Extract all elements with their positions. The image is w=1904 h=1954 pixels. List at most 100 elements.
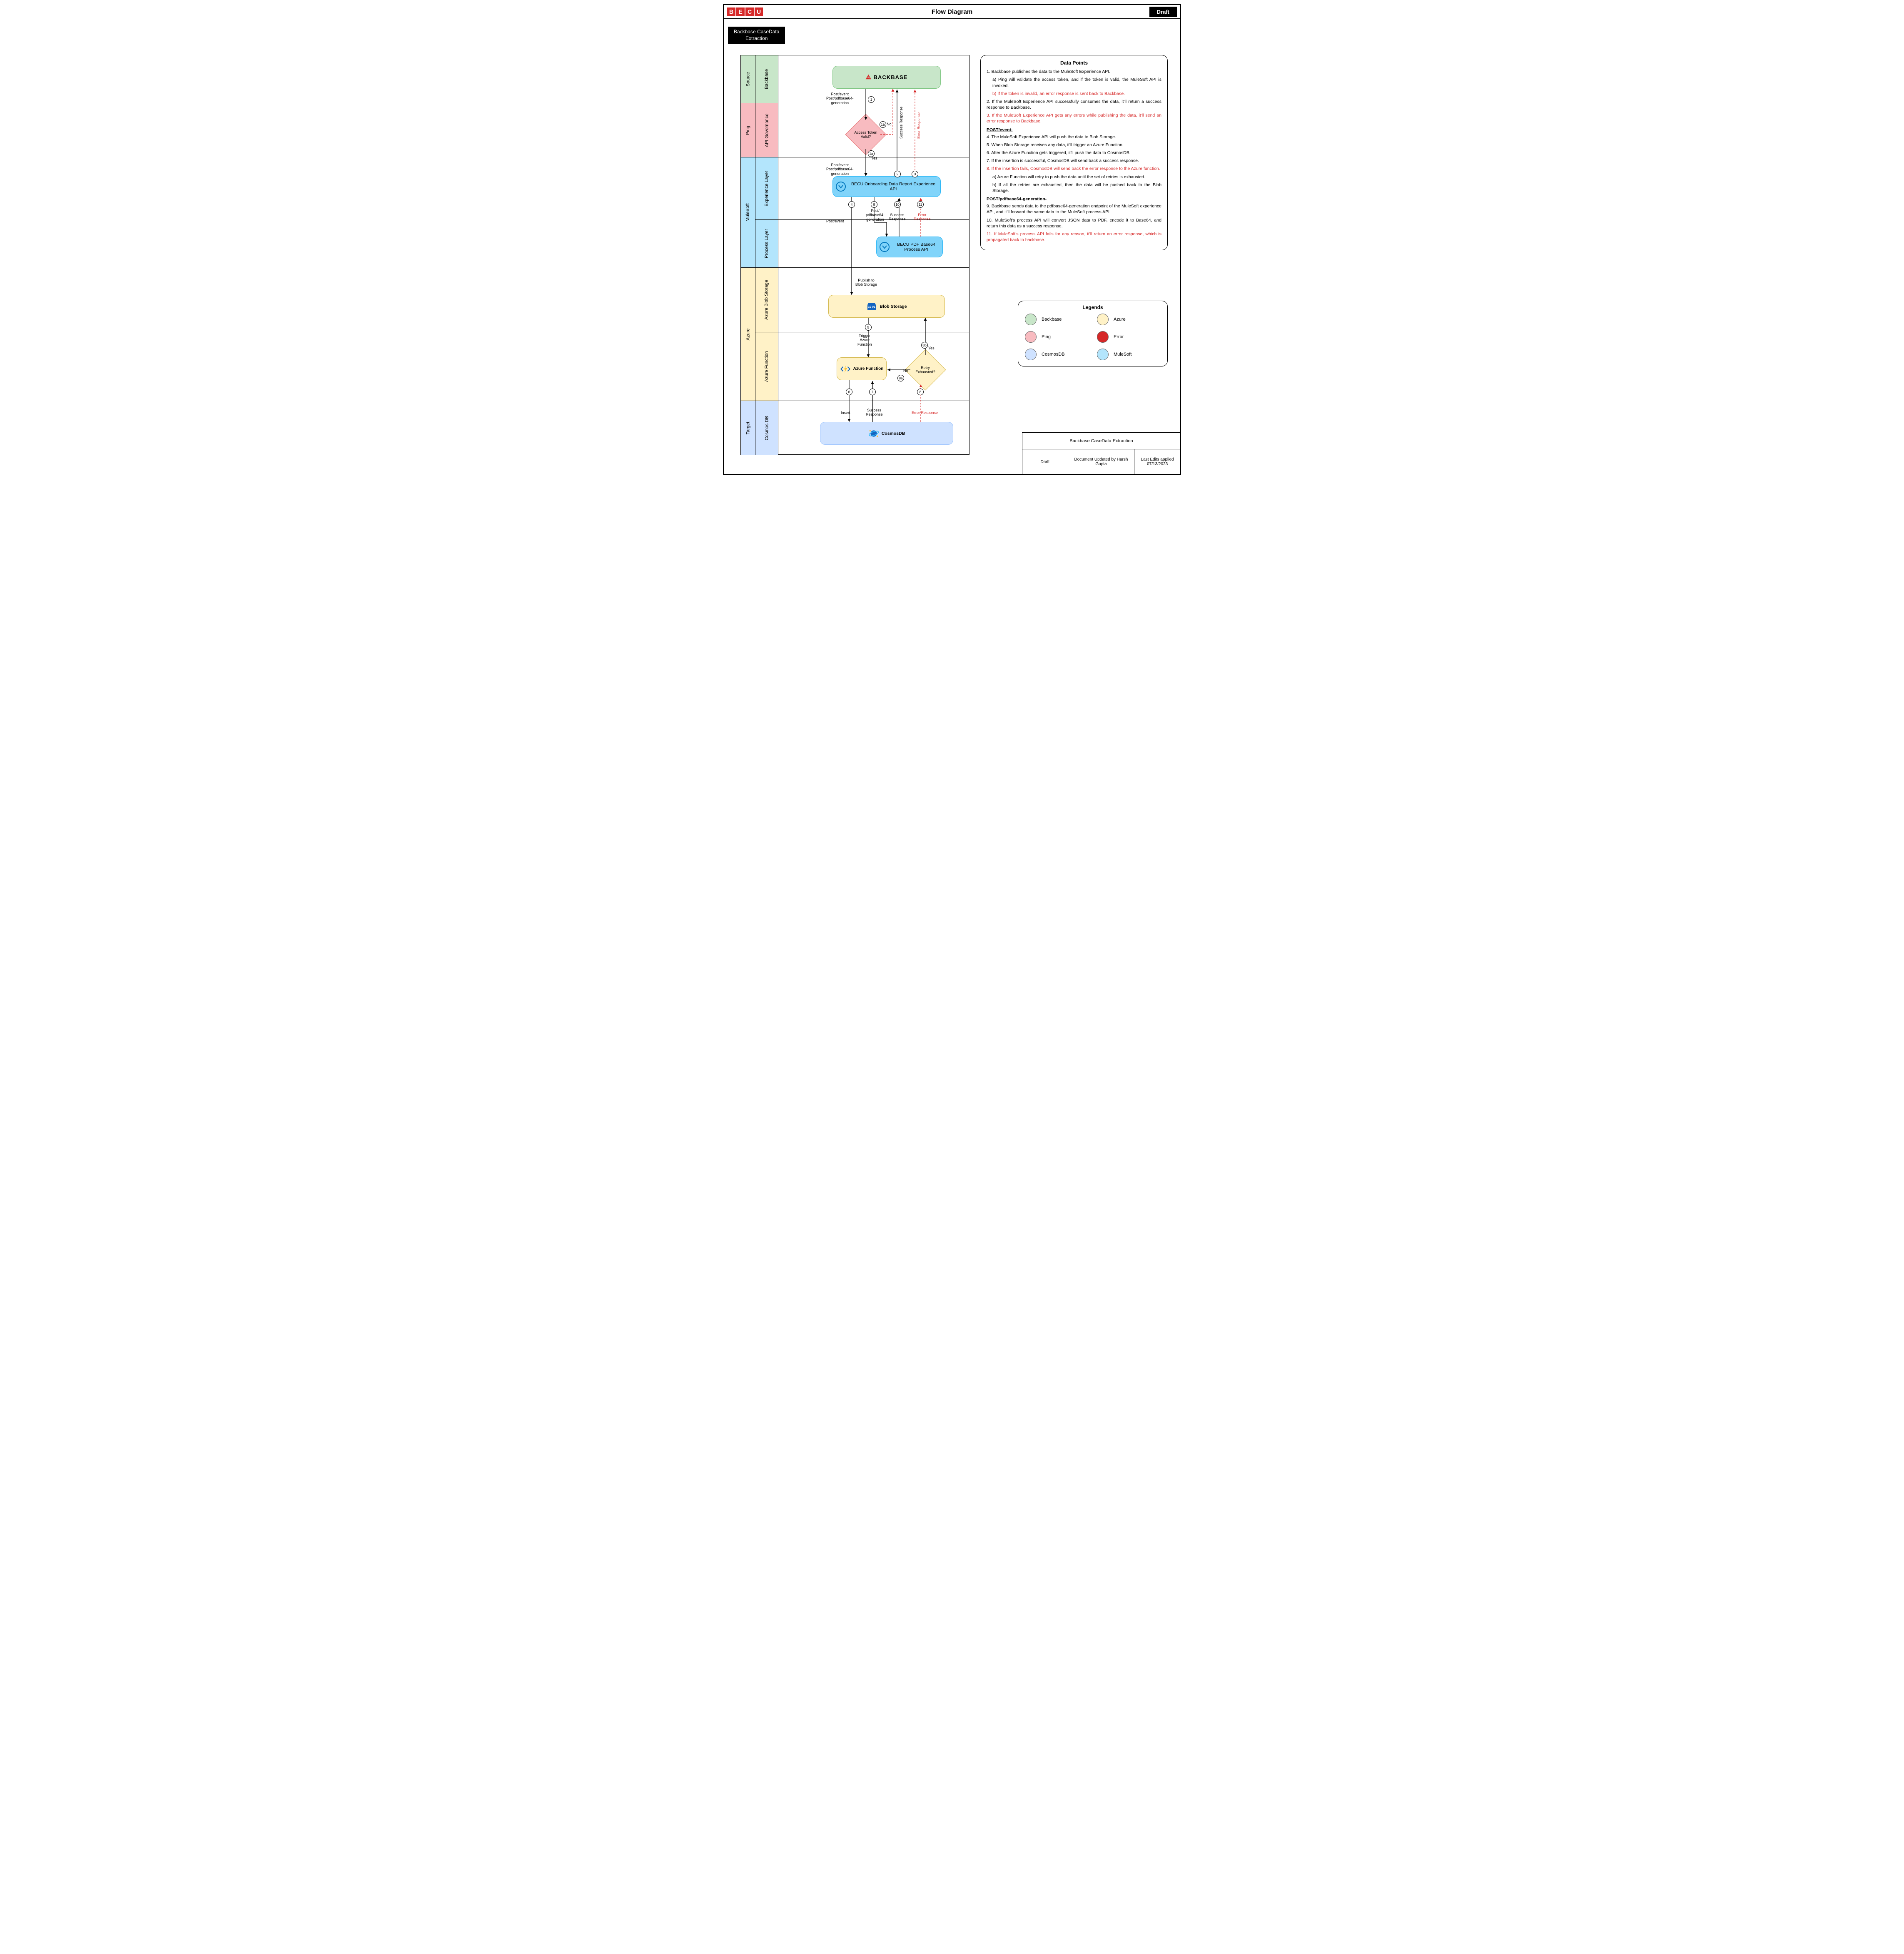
legend-item: Error bbox=[1097, 331, 1161, 343]
legend-swatch bbox=[1097, 314, 1109, 325]
lane-group: MuleSoft bbox=[741, 157, 755, 268]
lane-group: Target bbox=[741, 401, 755, 455]
step-1b: 1b bbox=[880, 121, 886, 128]
step-4: 4 bbox=[848, 201, 855, 208]
dp-item: 3. If the MuleSoft Experience API gets a… bbox=[987, 112, 1161, 124]
node-blob: 10 01Blob Storage bbox=[828, 295, 945, 318]
legend-item: Ping bbox=[1025, 331, 1089, 343]
function-icon bbox=[840, 364, 851, 374]
flow-label: TriggerAzureFunction bbox=[857, 334, 872, 346]
legend-label: CosmosDB bbox=[1042, 352, 1065, 357]
step-1: 1 bbox=[868, 96, 875, 103]
step-10: 10 bbox=[894, 201, 901, 208]
header: BECU Flow Diagram Draft bbox=[724, 5, 1180, 19]
flow-label: Yes bbox=[928, 346, 935, 350]
legend-swatch bbox=[1025, 331, 1037, 343]
legend-label: Ping bbox=[1042, 334, 1051, 339]
node-azfn: Azure Function bbox=[837, 357, 887, 380]
legend-item: Azure bbox=[1097, 314, 1161, 325]
cosmos-icon bbox=[868, 428, 879, 439]
footer-cell: Document Updated by Harsh Gupta bbox=[1068, 449, 1135, 474]
dp-subitem: b) If all the retries are exhausted, the… bbox=[987, 182, 1161, 194]
section-label: Backbase CaseDataExtraction bbox=[728, 27, 785, 44]
legend-label: Error bbox=[1114, 334, 1124, 339]
flow-label: ErrorResponse bbox=[914, 213, 931, 222]
node-procapi: BECU PDF Base64 Process API bbox=[876, 237, 943, 257]
step-5: 5 bbox=[865, 324, 872, 331]
lane-sub: Cosmos DB bbox=[755, 401, 778, 455]
legend-item: Backbase bbox=[1025, 314, 1089, 325]
lane-sub: Azure Function bbox=[755, 332, 778, 401]
lane-group: Ping bbox=[741, 103, 755, 157]
dp-item: 2. If the MuleSoft Experience API succes… bbox=[987, 99, 1161, 110]
lane-group: Azure bbox=[741, 268, 755, 401]
dp-item: 1. Backbase publishes the data to the Mu… bbox=[987, 69, 1161, 75]
flow-label: SuccessResponse bbox=[889, 213, 906, 222]
dp-heading: POST/event- bbox=[987, 127, 1161, 133]
legends-panel: Legends Backbase Azure Ping Error CosmosDB Mu… bbox=[1018, 301, 1168, 366]
dp-item: 5. When Blob Storage receives any data, … bbox=[987, 142, 1161, 148]
flow-label: Error Response bbox=[912, 411, 938, 415]
legend-label: Azure bbox=[1114, 317, 1126, 322]
flow-label: SuccessResponse bbox=[866, 408, 883, 417]
lane-group: Source bbox=[741, 55, 755, 103]
step-11: 11 bbox=[917, 201, 924, 208]
dp-item: 11. If MuleSoft's process API fails for … bbox=[987, 231, 1161, 243]
mulesoft-icon bbox=[835, 181, 846, 192]
legend-item: MuleSoft bbox=[1097, 349, 1161, 360]
dp-item: 10. MuleSoft's process API will convert … bbox=[987, 217, 1161, 229]
legend-swatch bbox=[1097, 331, 1109, 343]
flow-label: Success Response bbox=[899, 107, 903, 139]
page: BECU Flow Diagram Draft Backbase CaseDat… bbox=[723, 4, 1181, 475]
dp-item: 7. If the insertion is successful, Cosmo… bbox=[987, 158, 1161, 164]
flow-label: Error Response bbox=[917, 112, 921, 139]
flow-label: No bbox=[903, 369, 908, 373]
dp-subitem: b) If the token is invalid, an error res… bbox=[987, 91, 1161, 97]
data-points-title: Data Points bbox=[987, 60, 1161, 66]
status-badge: Draft bbox=[1149, 7, 1177, 17]
flow-label: Post/eventPost/pdfbase64-generation bbox=[826, 163, 854, 176]
dp-subitem: a) Azure Function will retry to push the… bbox=[987, 174, 1161, 180]
lane-sub: Process Layer bbox=[755, 220, 778, 268]
legend-item: CosmosDB bbox=[1025, 349, 1089, 360]
footer-cell: Last Edits applied 07/13/2023 bbox=[1134, 449, 1180, 474]
node-backbase: ⟁ BACKBASE bbox=[832, 66, 941, 89]
lane-sub: Backbase bbox=[755, 55, 778, 103]
step-7: 7 bbox=[869, 389, 876, 395]
step-8: 8 bbox=[917, 389, 924, 395]
legend-swatch bbox=[1097, 349, 1109, 360]
flow-label: No bbox=[887, 122, 892, 126]
lane-sub: Experience Layer bbox=[755, 157, 778, 220]
dp-subitem: a) Ping will validate the access token, … bbox=[987, 77, 1161, 88]
flow-label: Publish toBlob Storage bbox=[855, 278, 877, 287]
mulesoft-icon bbox=[879, 242, 890, 252]
node-cosmos: CosmosDB bbox=[820, 422, 953, 445]
flow-label: Post/eventPost/pdfbase64-generation bbox=[826, 92, 854, 105]
footer-cell: Draft bbox=[1022, 449, 1068, 474]
dp-heading: POST/pdfbase64-generation- bbox=[987, 196, 1161, 202]
dp-item: 8. If the insertion fails, CosmosDB will… bbox=[987, 166, 1161, 172]
footer-table: Backbase CaseData Extraction DraftDocume… bbox=[1022, 432, 1180, 474]
step-8a: 8a bbox=[897, 375, 904, 381]
step-2: 2 bbox=[894, 171, 901, 177]
flow-label: Post/event bbox=[826, 219, 844, 223]
svg-text:10 01: 10 01 bbox=[868, 306, 876, 309]
legend-swatch bbox=[1025, 314, 1037, 325]
lane-sub: API Governance bbox=[755, 103, 778, 157]
dp-item: 4. The MuleSoft Experience API will push… bbox=[987, 134, 1161, 140]
swimlane-diagram: SourceBackbasePingAPI GovernanceMuleSoft… bbox=[740, 55, 969, 455]
legend-label: Backbase bbox=[1042, 317, 1062, 322]
data-points-panel: Data Points 1. Backbase publishes the da… bbox=[980, 55, 1168, 250]
step-9: 9 bbox=[871, 201, 877, 208]
step-1a: 1a bbox=[868, 150, 875, 157]
flow-label: Post/pdfbase64-generation bbox=[866, 209, 885, 222]
flow-label: Insert bbox=[841, 411, 850, 415]
legend-label: MuleSoft bbox=[1114, 352, 1131, 357]
legends-title: Legends bbox=[1025, 304, 1161, 310]
blob-icon: 10 01 bbox=[866, 301, 877, 312]
step-8b: 8b bbox=[921, 342, 928, 349]
lane-sub: Azure Blob Storage bbox=[755, 268, 778, 332]
legend-swatch bbox=[1025, 349, 1037, 360]
step-3: 3 bbox=[912, 171, 918, 177]
node-expapi: BECU Onboarding Data Report Experience A… bbox=[832, 176, 941, 197]
